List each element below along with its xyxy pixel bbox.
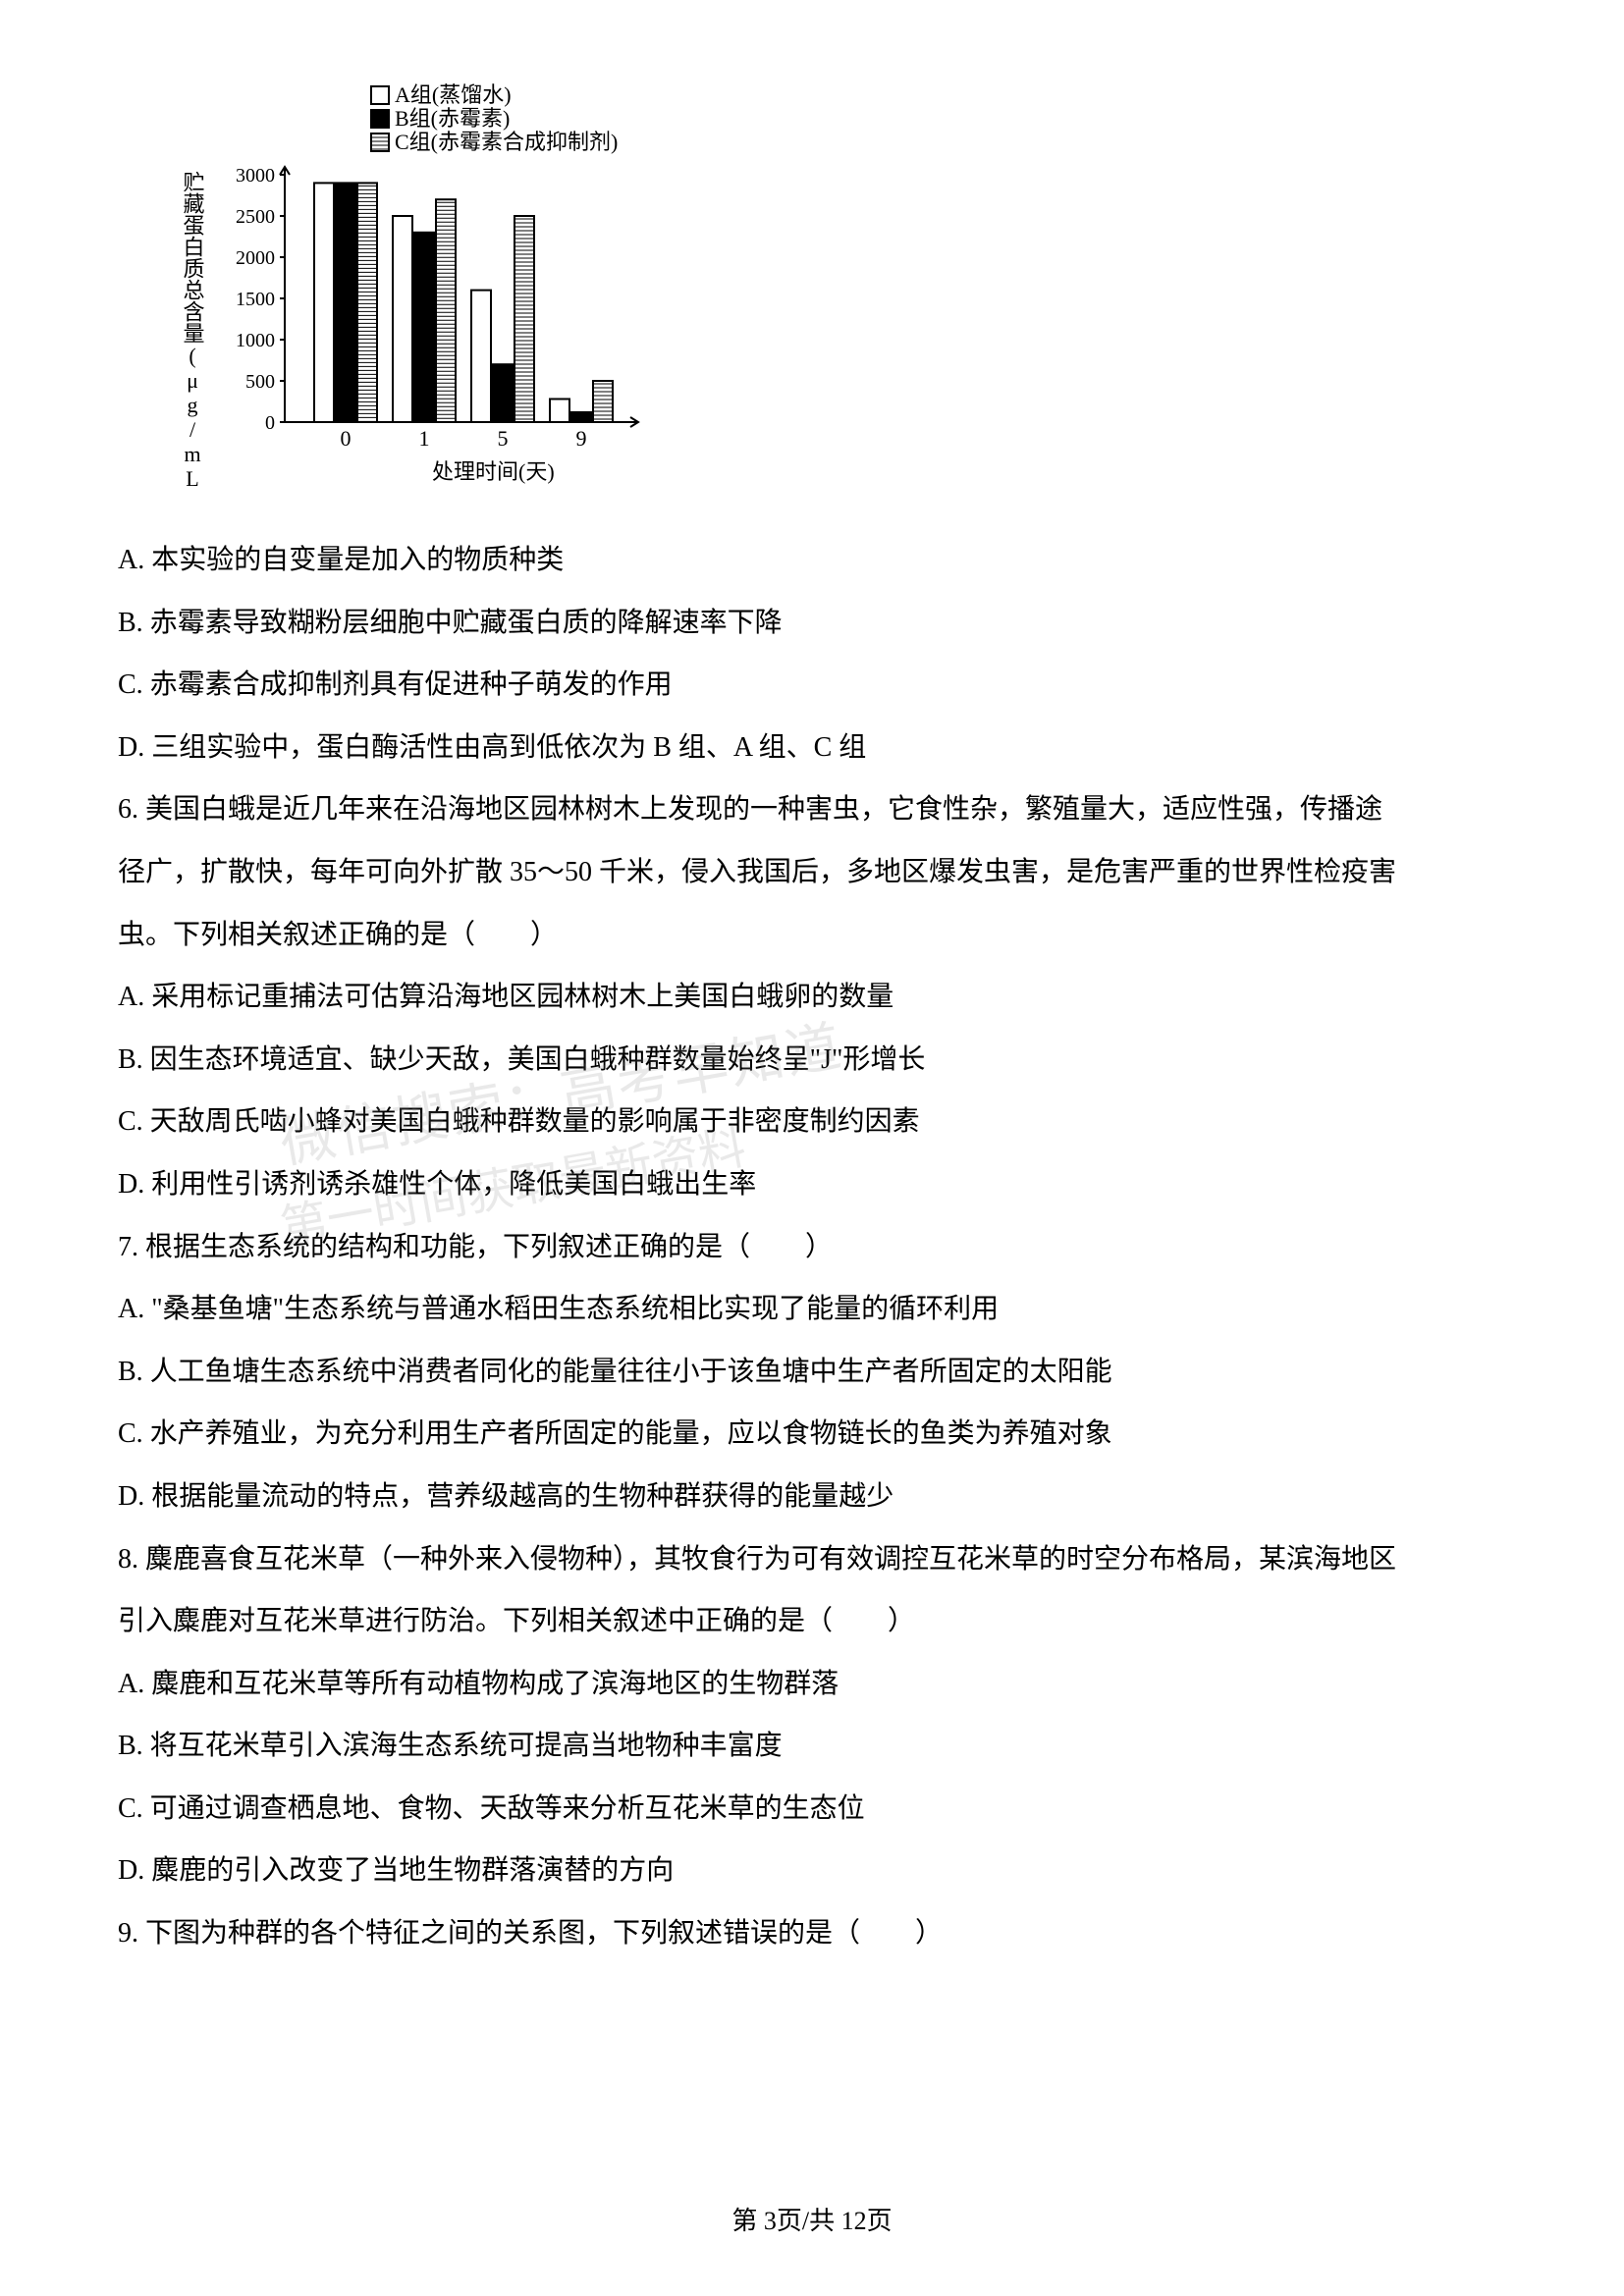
q5-option-c: C. 赤霉素合成抑制剂具有促进种子萌发的作用 — [118, 655, 1506, 716]
q6-option-a: A. 采用标记重捕法可估算沿海地区园林树木上美国白蛾卵的数量 — [118, 967, 1506, 1028]
q6-stem-3: 虫。下列相关叙述正确的是（ ） — [118, 905, 1506, 966]
svg-text:500: 500 — [245, 371, 275, 393]
legend-swatch-c — [371, 133, 389, 151]
svg-text:5: 5 — [498, 426, 509, 451]
q6-option-c: C. 天敌周氏啮小蜂对美国白蛾种群数量的影响属于非密度制约因素 — [118, 1092, 1506, 1152]
q8-option-d: D. 麋鹿的引入改变了当地生物群落演替的方向 — [118, 1841, 1506, 1901]
q9-stem: 9. 下图为种群的各个特征之间的关系图，下列叙述错误的是（ ） — [118, 1903, 1506, 1964]
svg-text:1: 1 — [419, 426, 430, 451]
q8-stem-2: 引入麋鹿对互花米草进行防治。下列相关叙述中正确的是（ ） — [118, 1591, 1506, 1652]
bar-chart: A组(蒸馏水) B组(赤霉素) C组(赤霉素合成抑制剂) 贮藏蛋白质总含量(μg… — [157, 79, 1506, 491]
q5-option-d: D. 三组实验中，蛋白酶活性由高到低依次为 B 组、A 组、C 组 — [118, 718, 1506, 778]
q7-stem: 7. 根据生态系统的结构和功能，下列叙述正确的是（ ） — [118, 1217, 1506, 1278]
svg-text:1000: 1000 — [236, 330, 275, 351]
x-labels: 0 1 5 9 — [341, 426, 587, 451]
y-axis-label: 贮藏蛋白质总含量(μg/mL) — [181, 171, 205, 491]
svg-text:0: 0 — [341, 426, 352, 451]
q8-option-c: C. 可通过调查栖息地、食物、天敌等来分析互花米草的生态位 — [118, 1779, 1506, 1840]
page-footer: 第 3页/共 12页 — [0, 2201, 1624, 2237]
bars-group — [314, 183, 613, 422]
chart-legend: A组(蒸馏水) B组(赤霉素) C组(赤霉素合成抑制剂) — [371, 82, 618, 154]
q7-option-d: D. 根据能量流动的特点，营养级越高的生物种群获得的能量越少 — [118, 1467, 1506, 1527]
svg-text:3000: 3000 — [236, 165, 275, 187]
q6-stem-2: 径广，扩散快，每年可向外扩散 35～50 千米，侵入我国后，多地区爆发虫害，是危… — [118, 842, 1506, 903]
q5-option-a: A. 本实验的自变量是加入的物质种类 — [118, 530, 1506, 591]
legend-label-c: C组(赤霉素合成抑制剂) — [395, 130, 618, 154]
svg-text:2500: 2500 — [236, 206, 275, 228]
q5-option-b: B. 赤霉素导致糊粉层细胞中贮藏蛋白质的降解速率下降 — [118, 593, 1506, 654]
page-content: A组(蒸馏水) B组(赤霉素) C组(赤霉素合成抑制剂) 贮藏蛋白质总含量(μg… — [0, 0, 1624, 2025]
svg-text:2000: 2000 — [236, 247, 275, 269]
q7-option-c: C. 水产养殖业，为充分利用生产者所固定的能量，应以食物链长的鱼类为养殖对象 — [118, 1404, 1506, 1465]
svg-text:9: 9 — [576, 426, 587, 451]
svg-text:0: 0 — [265, 412, 275, 434]
q8-option-b: B. 将互花米草引入滨海生态系统可提高当地物种丰富度 — [118, 1716, 1506, 1777]
x-axis-label: 处理时间(天) — [432, 459, 555, 484]
q6-stem-1: 6. 美国白蛾是近几年来在沿海地区园林树木上发现的一种害虫，它食性杂，繁殖量大，… — [118, 779, 1506, 840]
legend-label-a: A组(蒸馏水) — [395, 82, 512, 107]
plot-area: 0 500 1000 1500 2000 2500 3000 0 1 5 9 处理时间(天) — [236, 165, 638, 484]
legend-swatch-a — [371, 86, 389, 104]
q8-option-a: A. 麋鹿和互花米草等所有动植物构成了滨海地区的生物群落 — [118, 1654, 1506, 1715]
q6-option-d: D. 利用性引诱剂诱杀雄性个体，降低美国白蛾出生率 — [118, 1154, 1506, 1215]
q7-option-a: A. "桑基鱼塘"生态系统与普通水稻田生态系统相比实现了能量的循环利用 — [118, 1279, 1506, 1340]
svg-text:1500: 1500 — [236, 289, 275, 310]
chart-svg: A组(蒸馏水) B组(赤霉素) C组(赤霉素合成抑制剂) 贮藏蛋白质总含量(μg… — [157, 79, 687, 491]
q8-stem-1: 8. 麋鹿喜食互花米草（一种外来入侵物种），其牧食行为可有效调控互花米草的时空分… — [118, 1529, 1506, 1590]
legend-swatch-b — [371, 110, 389, 128]
q7-option-b: B. 人工鱼塘生态系统中消费者同化的能量往往小于该鱼塘中生产者所固定的太阳能 — [118, 1342, 1506, 1403]
legend-label-b: B组(赤霉素) — [395, 106, 510, 131]
svg-text:贮藏蛋白质总含量(μg/mL): 贮藏蛋白质总含量(μg/mL) — [181, 171, 205, 491]
q6-option-b: B. 因生态环境适宜、缺少天敌，美国白蛾种群数量始终呈"J"形增长 — [118, 1030, 1506, 1091]
y-ticks: 0 500 1000 1500 2000 2500 3000 — [236, 165, 285, 434]
